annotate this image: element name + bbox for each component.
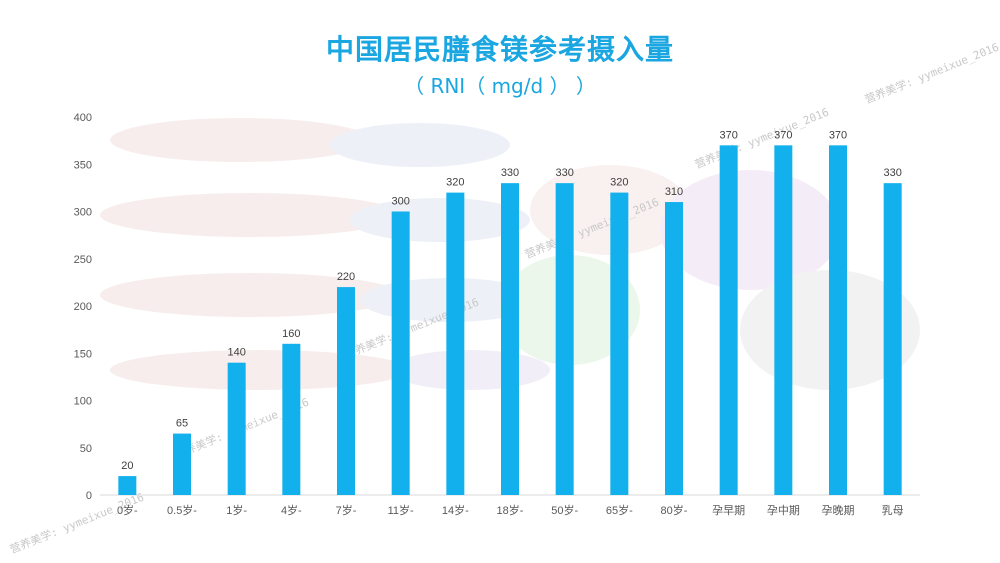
y-tick-label: 200	[74, 301, 92, 313]
bar	[118, 476, 137, 495]
data-label: 300	[391, 196, 409, 208]
data-label: 310	[665, 186, 683, 198]
bar	[883, 183, 902, 495]
x-tick-label: 0.5岁-	[167, 503, 197, 517]
x-tick-label: 65岁-	[606, 503, 633, 517]
x-tick-label: 18岁-	[497, 503, 524, 517]
x-tick-label: 孕中期	[767, 504, 800, 517]
bar	[337, 287, 355, 495]
bar	[227, 362, 246, 495]
bar	[774, 145, 793, 495]
y-tick-label: 150	[74, 348, 92, 360]
x-tick-label: 14岁-	[442, 503, 469, 517]
y-tick-label: 350	[74, 159, 92, 171]
bar	[446, 192, 465, 495]
bar	[282, 343, 301, 495]
data-label: 330	[501, 167, 519, 179]
data-label: 330	[555, 167, 573, 179]
x-tick-label: 11岁-	[388, 503, 414, 517]
data-label: 370	[774, 129, 792, 141]
bar	[829, 145, 847, 495]
y-tick-label: 250	[74, 254, 92, 266]
x-tick-label: 孕晚期	[822, 504, 855, 517]
data-label: 370	[719, 129, 737, 141]
bar	[719, 145, 738, 495]
y-tick-label: 300	[74, 207, 92, 219]
x-tick-label: 4岁-	[281, 503, 302, 517]
y-tick-label: 400	[74, 112, 92, 124]
x-tick-label: 乳母	[882, 504, 904, 517]
data-label: 370	[829, 129, 847, 141]
x-tick-label: 80岁-	[661, 503, 688, 517]
bar	[610, 192, 629, 495]
x-tick-label: 1岁-	[226, 503, 247, 517]
bar	[391, 211, 410, 495]
x-tick-label: 50岁-	[551, 503, 578, 517]
chart-title: 中国居民膳食镁参考摄入量	[325, 33, 674, 66]
data-label: 140	[227, 347, 245, 359]
bar	[501, 183, 519, 495]
y-tick-label: 50	[80, 443, 92, 455]
data-label: 20	[121, 460, 133, 472]
y-tick-label: 100	[74, 396, 92, 408]
bar	[555, 183, 574, 495]
chart-subtitle: （ RNI（ mg/d ） ）	[404, 74, 596, 98]
data-label: 65	[176, 418, 188, 430]
data-label: 320	[610, 177, 628, 189]
data-label: 330	[883, 167, 901, 179]
bar	[665, 202, 683, 496]
data-label: 220	[337, 271, 355, 283]
data-label: 160	[282, 328, 300, 340]
x-tick-label: 孕早期	[712, 504, 745, 517]
x-tick-label: 7岁-	[336, 503, 357, 517]
x-tick-label: 0岁-	[117, 503, 138, 517]
bar	[173, 433, 191, 495]
y-tick-label: 0	[86, 490, 92, 502]
data-label: 320	[446, 177, 464, 189]
